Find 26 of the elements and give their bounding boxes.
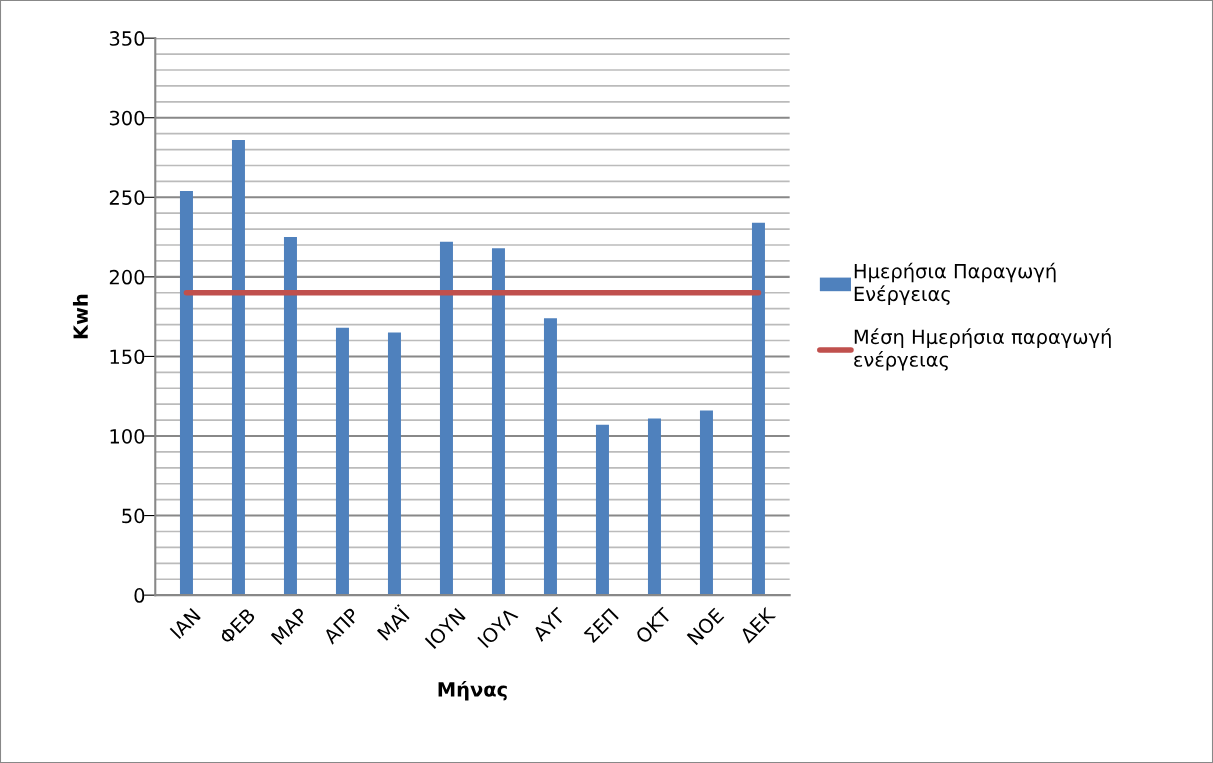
- legend-label: Ημερήσια Παραγωγή Ενέργειας: [854, 262, 1056, 305]
- y-tick-label: 250: [109, 190, 145, 205]
- bar: [439, 241, 453, 596]
- y-tick-label: 200: [109, 269, 145, 285]
- bar: [543, 318, 557, 596]
- y-tick-label: 100: [110, 428, 145, 444]
- bar: [387, 332, 401, 596]
- bar: [179, 190, 193, 596]
- bar: [335, 327, 349, 596]
- bar: [595, 424, 609, 596]
- legend-label: Μέση Ημερήσια παραγωγή ενέργειας: [854, 328, 1111, 371]
- y-tick-label: 0: [134, 588, 145, 603]
- x-tick-label: ΦΕΒ: [218, 607, 256, 645]
- bar: [699, 410, 713, 596]
- bar: [491, 248, 505, 596]
- bar: [751, 222, 765, 596]
- y-axis-title: Kwh: [72, 294, 88, 339]
- bar: [231, 140, 245, 596]
- y-tick-label: 300: [109, 110, 145, 126]
- bar: [283, 237, 297, 596]
- y-tick-label: 50: [122, 508, 145, 524]
- x-tick-label: ΙΑΝ: [169, 608, 201, 640]
- y-tick-label: 150: [110, 349, 145, 365]
- x-axis-title: Μήνας: [438, 680, 507, 701]
- bar: [647, 418, 661, 596]
- y-tick-label: 350: [109, 31, 145, 46]
